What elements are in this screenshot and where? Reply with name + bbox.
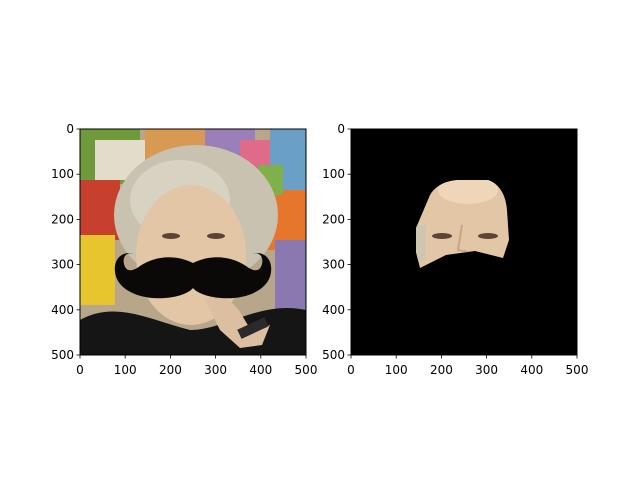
left-x-tick-label: 500 bbox=[295, 363, 318, 377]
left-y-tick-label: 100 bbox=[51, 167, 74, 181]
right-x-tick-label: 300 bbox=[475, 363, 498, 377]
right-y-tick-label: 200 bbox=[322, 212, 345, 226]
right-x-tick-label: 500 bbox=[566, 363, 589, 377]
left-x-tick-label: 100 bbox=[114, 363, 137, 377]
right-y-tick-label: 300 bbox=[322, 258, 345, 272]
left-image bbox=[80, 129, 306, 355]
right-y-tick-label: 500 bbox=[322, 348, 345, 362]
right-x-tick-label: 100 bbox=[385, 363, 408, 377]
left-y-tick-label: 500 bbox=[51, 348, 74, 362]
left-x-tick-label: 300 bbox=[204, 363, 227, 377]
right-y-tick-label: 400 bbox=[322, 303, 345, 317]
left-y-tick-label: 200 bbox=[51, 212, 74, 226]
right-x-tick-label: 400 bbox=[520, 363, 543, 377]
left-y-tick-label: 0 bbox=[66, 122, 74, 136]
left-x-tick-label: 400 bbox=[249, 363, 272, 377]
left-x-tick-label: 200 bbox=[159, 363, 182, 377]
left-x-tick-label: 0 bbox=[76, 363, 84, 377]
left-y-tick-label: 300 bbox=[51, 258, 74, 272]
right-x-tick-label: 200 bbox=[430, 363, 453, 377]
right-x-tick-label: 0 bbox=[347, 363, 355, 377]
mustache-shape bbox=[114, 252, 272, 299]
right-image bbox=[351, 129, 577, 355]
right-y-tick-label: 0 bbox=[337, 122, 345, 136]
left-y-tick-label: 400 bbox=[51, 303, 74, 317]
right-y-tick-label: 100 bbox=[322, 167, 345, 181]
